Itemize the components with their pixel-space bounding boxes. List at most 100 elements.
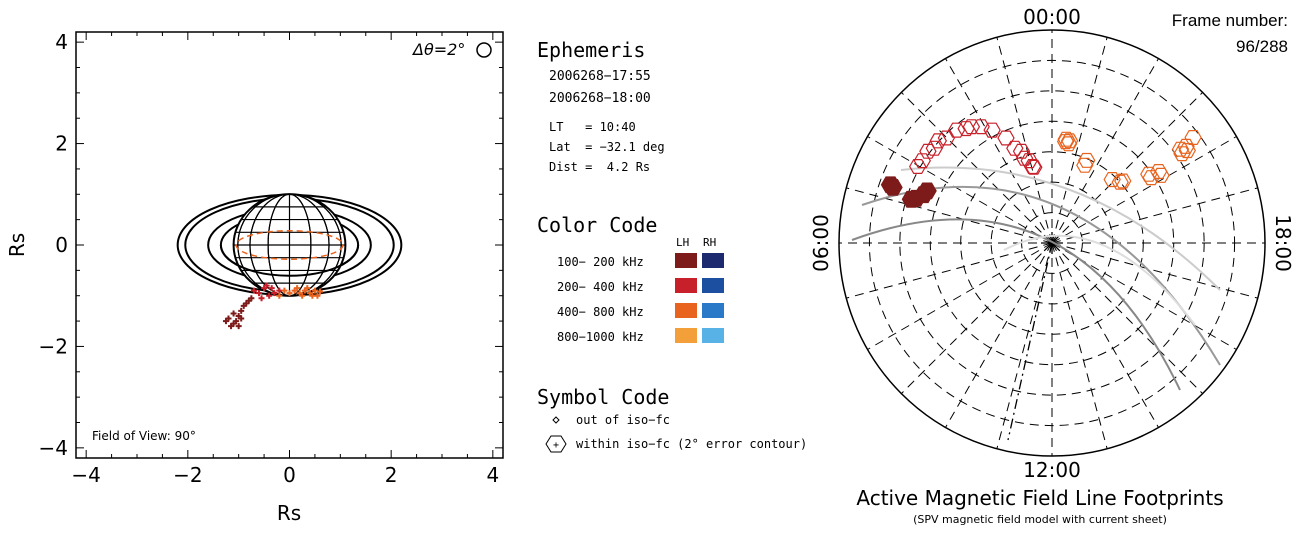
- color-code-lh-header: LH: [676, 236, 689, 249]
- scatter-point: [268, 285, 275, 292]
- polar-spoke: [1051, 242, 1108, 449]
- polar-spoke: [996, 37, 1053, 244]
- scatter-point: [281, 287, 288, 294]
- footprint-hexagon: [1177, 138, 1195, 154]
- scatter-point: [230, 310, 237, 317]
- polar-spoke: [945, 242, 1053, 428]
- footprint-hexagon: [1057, 131, 1075, 147]
- ephemeris-time-end: 2006268−18:00: [549, 91, 651, 106]
- footprint-hexagon: [1142, 170, 1160, 186]
- polar-spoke: [1051, 242, 1203, 394]
- band-swatch-rh: [702, 328, 724, 343]
- polar-label-bottom: 12:00: [1023, 458, 1081, 482]
- delta-theta-circle-icon: [476, 42, 492, 58]
- footprint-hexagon: [1173, 146, 1191, 162]
- scatter-point: [276, 287, 283, 294]
- scatter-point: [304, 285, 311, 292]
- footprint-hexagon: [1006, 140, 1024, 156]
- band-label: 400− 800 kHz: [557, 305, 644, 319]
- scatter-point: [263, 282, 270, 289]
- left-plot-content: [176, 193, 403, 330]
- color-code-legend: 100− 200 kHz 200− 400 kHz 400− 800 kHz 800−…: [557, 253, 724, 344]
- ephemeris-title: Ephemeris: [537, 38, 645, 62]
- polar-spoke: [1051, 37, 1108, 244]
- ephemeris-dist: Dist = 4.2 Rs: [549, 160, 650, 174]
- polar-dashdot-line: [1007, 242, 1053, 441]
- x-tick-label: 4: [486, 463, 499, 487]
- x-tick-label: 0: [283, 463, 296, 487]
- footprint-hexagon: [909, 159, 927, 174]
- footprint-hexagon: [1015, 150, 1034, 166]
- band-swatch-rh: [702, 278, 724, 293]
- footprint-hexagon: [1171, 141, 1190, 157]
- scatter-point: [233, 318, 240, 325]
- x-tick-label: −4: [71, 463, 100, 487]
- polar-spoke: [945, 58, 1053, 244]
- polar-spoke: [901, 92, 1053, 244]
- ephemeris-lat: Lat = −32.1 deg: [549, 140, 665, 154]
- footprint-hexagon: [919, 143, 937, 159]
- info-panel: Ephemeris 2006268−17:55 2006268−18:00 LT…: [537, 38, 807, 453]
- diamond-symbol-icon: [552, 416, 560, 424]
- polar-spoke: [996, 242, 1053, 449]
- polar-subtitle: (SPV magnetic field model with current s…: [913, 513, 1167, 526]
- footprint-hexagon: [925, 140, 943, 156]
- band-label: 800−1000 kHz: [557, 330, 644, 344]
- scatter-point: [317, 288, 323, 295]
- polar-spoke: [1051, 242, 1159, 428]
- ring-front-arc: [219, 244, 360, 277]
- polar-label-right: 18:00: [1271, 214, 1295, 272]
- scatter-point: [276, 292, 283, 299]
- planet-highlight-contour: [235, 230, 344, 260]
- scatter-point: [222, 318, 229, 325]
- symbol-within-label: within iso−fc (2° error contour): [576, 437, 807, 451]
- footprint-hexagon: [1056, 134, 1075, 150]
- footprint-hexagon: [997, 130, 1015, 146]
- band-label: 200− 400 kHz: [557, 280, 644, 294]
- delta-theta-label: Δθ=2°: [411, 40, 465, 59]
- band-swatch-lh: [675, 328, 697, 343]
- scatter-point: [271, 290, 278, 297]
- hexagon-symbol-icon: [545, 435, 567, 453]
- symbol-out-label: out of iso−fc: [576, 413, 670, 427]
- footprint-hexagon: [1023, 159, 1042, 175]
- field-line-curve: [900, 166, 1221, 291]
- footprint-hexagon: [1060, 133, 1079, 149]
- footprint-hexagon: [1078, 152, 1096, 168]
- field-line-curve: [1003, 234, 1196, 326]
- scatter-point: [258, 295, 265, 302]
- band-swatch-lh: [675, 253, 697, 268]
- color-code-title: Color Code: [537, 213, 657, 237]
- polar-plot-content: [838, 29, 1266, 457]
- polar-title: Active Magnetic Field Line Footprints: [856, 486, 1223, 510]
- footprint-hexagon: [1076, 157, 1094, 173]
- left-ylabel: Rs: [5, 233, 29, 257]
- polar-spoke: [1051, 136, 1237, 244]
- scatter-point: [314, 292, 321, 299]
- scatter-point: [309, 292, 316, 299]
- field-line-curve: [861, 185, 1221, 366]
- polar-spoke: [867, 242, 1053, 350]
- band-swatch-lh: [675, 278, 697, 293]
- y-tick-label: 0: [55, 233, 68, 257]
- footprint-hexagon: [883, 179, 903, 196]
- footprint-hexagon: [957, 121, 975, 137]
- polar-spoke: [867, 136, 1053, 244]
- y-tick-label: −4: [39, 436, 68, 460]
- symbol-code-title: Symbol Code: [537, 385, 669, 409]
- scatter-point: [228, 323, 235, 330]
- band-swatch-rh: [702, 303, 724, 318]
- footprint-hexagon: [906, 189, 926, 207]
- footprint-hexagon: [937, 130, 956, 146]
- frame-number-value: 96/288: [1236, 37, 1288, 56]
- scatter-point: [266, 292, 273, 299]
- footprint-hexagon: [962, 119, 981, 135]
- left-plot-axes: −4 −2 0 2 4 4 2 0 −2 −4: [39, 30, 503, 487]
- y-tick-label: 4: [55, 30, 68, 54]
- scatter-point: [250, 287, 257, 294]
- scatter-point: [286, 290, 293, 297]
- polar-label-top: 00:00: [1023, 5, 1081, 29]
- y-tick-label: 2: [55, 132, 68, 156]
- polar-label-left: 06:00: [809, 214, 833, 272]
